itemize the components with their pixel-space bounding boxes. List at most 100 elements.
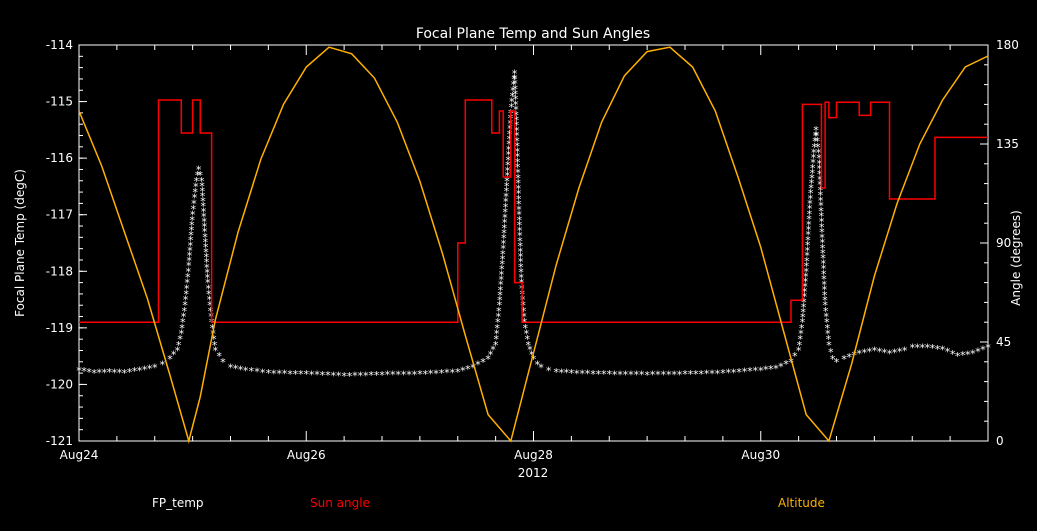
fp-temp-point: * [611,368,618,381]
fp-temp-point: * [470,361,477,374]
fp-temp-point: * [96,367,103,380]
fp-temp-point: * [522,322,529,335]
fp-temp-point: * [199,185,206,198]
fp-temp-point: * [174,344,181,357]
fp-temp-point: * [390,369,397,382]
fp-temp-point: * [805,224,812,237]
fp-temp-point: * [534,359,541,372]
x-axis-label: 2012 [518,466,549,480]
fp-temp-point: * [211,339,218,352]
fp-temp-point: * [512,93,519,106]
fp-temp-point: * [703,368,710,381]
fp-temp-point: * [501,222,508,235]
fp-temp-point: * [822,305,829,318]
y-tick-label-left: -114 [46,38,73,52]
fp-temp-point: * [516,224,523,237]
fp-temp-point: * [649,369,656,382]
fp-temp-point: * [518,261,525,274]
fp-temp-point: * [528,348,535,361]
fp-temp-point: * [195,163,202,176]
fp-temp-point: * [505,149,512,162]
y-tick-label-left: -121 [46,434,73,448]
fp-temp-point: * [341,370,348,383]
fp-temp-point: * [198,175,205,188]
fp-temp-point: * [502,211,509,224]
fp-temp-point: * [929,342,936,355]
fp-temp-point: * [116,367,123,380]
fp-temp-point: * [373,369,380,382]
fp-temp-point: * [182,294,189,307]
fp-temp-point: * [816,168,823,181]
fp-temp-point: * [821,273,828,286]
fp-temp-point: * [505,143,512,156]
fp-temp-point: * [319,369,326,382]
fp-temp-point: * [520,299,527,312]
fp-temp-point: * [638,369,645,382]
fp-temp-point: * [516,230,523,243]
fp-temp-point: * [523,328,530,341]
fp-temp-point: * [783,358,790,371]
fp-temp-point: * [919,342,926,355]
fp-temp-point: * [179,316,186,329]
fp-temp-point: * [185,265,192,278]
fp-temp-point: * [810,146,817,159]
fp-temp-point: * [444,367,451,380]
fp-temp-point: * [846,351,853,364]
fp-temp-point: * [232,362,239,375]
fp-temp-point: * [516,219,523,232]
fp-temp-point: * [812,130,819,143]
fp-temp-point: * [497,284,504,297]
fp-temp-point: * [914,342,921,355]
y-tick-label-right: 45 [996,335,1011,349]
fp-temp-point: * [752,365,759,378]
fp-temp-point: * [497,279,504,292]
fp-temp-point: * [201,216,208,229]
fp-temp-point: * [964,348,971,361]
fp-temp-point: * [538,361,545,374]
x-tick-label: Aug30 [741,448,780,462]
fp-temp-point: * [825,333,832,346]
fp-temp-point: * [934,343,941,356]
fp-temp-point: * [194,169,201,182]
fp-temp-point: * [515,177,522,190]
fp-temp-point: * [655,369,662,382]
fp-temp-point: * [438,367,445,380]
fp-temp-point: * [507,123,514,136]
fp-temp-point: * [803,270,810,283]
fp-temp-point: * [276,367,283,380]
fp-temp-point: * [807,192,814,205]
fp-temp-point: * [881,346,888,359]
fp-temp-point: * [558,366,565,379]
fp-temp-point: * [178,328,185,341]
fp-temp-point: * [807,197,814,210]
legend-altitude: Altitude [778,496,825,510]
fp-temp-point: * [182,299,189,312]
fp-temp-point: * [204,277,211,290]
fp-temp-point: * [796,339,803,352]
fp-temp-point: * [818,200,825,213]
fp-temp-point: * [512,88,519,101]
fp-temp-point: * [514,130,521,143]
fp-temp-point: * [202,241,209,254]
fp-temp-point: * [806,208,813,221]
fp-temp-point: * [190,203,197,216]
ticks-layer: -114 -115 -116 -117 -118 -119 -120 -121 180 135 90… [46,38,1019,462]
fp-temp-point: * [671,368,678,381]
fp-temp-point: * [818,221,825,234]
fp-temp-point: * [601,368,608,381]
fp-temp-point: * [433,367,440,380]
fp-temp-point: * [202,231,209,244]
fp-temp-point: * [497,289,504,302]
fp-temp-point: * [101,366,108,379]
y-axis-label-right: Angle (degrees) [1009,210,1023,306]
fp-temp-point: * [821,278,828,291]
fp-temp-point: * [192,186,199,199]
fp-temp-point: * [205,282,212,295]
fp-temp-point: * [792,350,799,363]
fp-temp-point: * [203,251,210,264]
fp-temp-point: * [509,90,516,103]
fp-temp-point: * [517,245,524,258]
fp-temp-point: * [400,368,407,381]
fp-temp-point: * [188,224,195,237]
fp-temp-point: * [167,353,174,366]
